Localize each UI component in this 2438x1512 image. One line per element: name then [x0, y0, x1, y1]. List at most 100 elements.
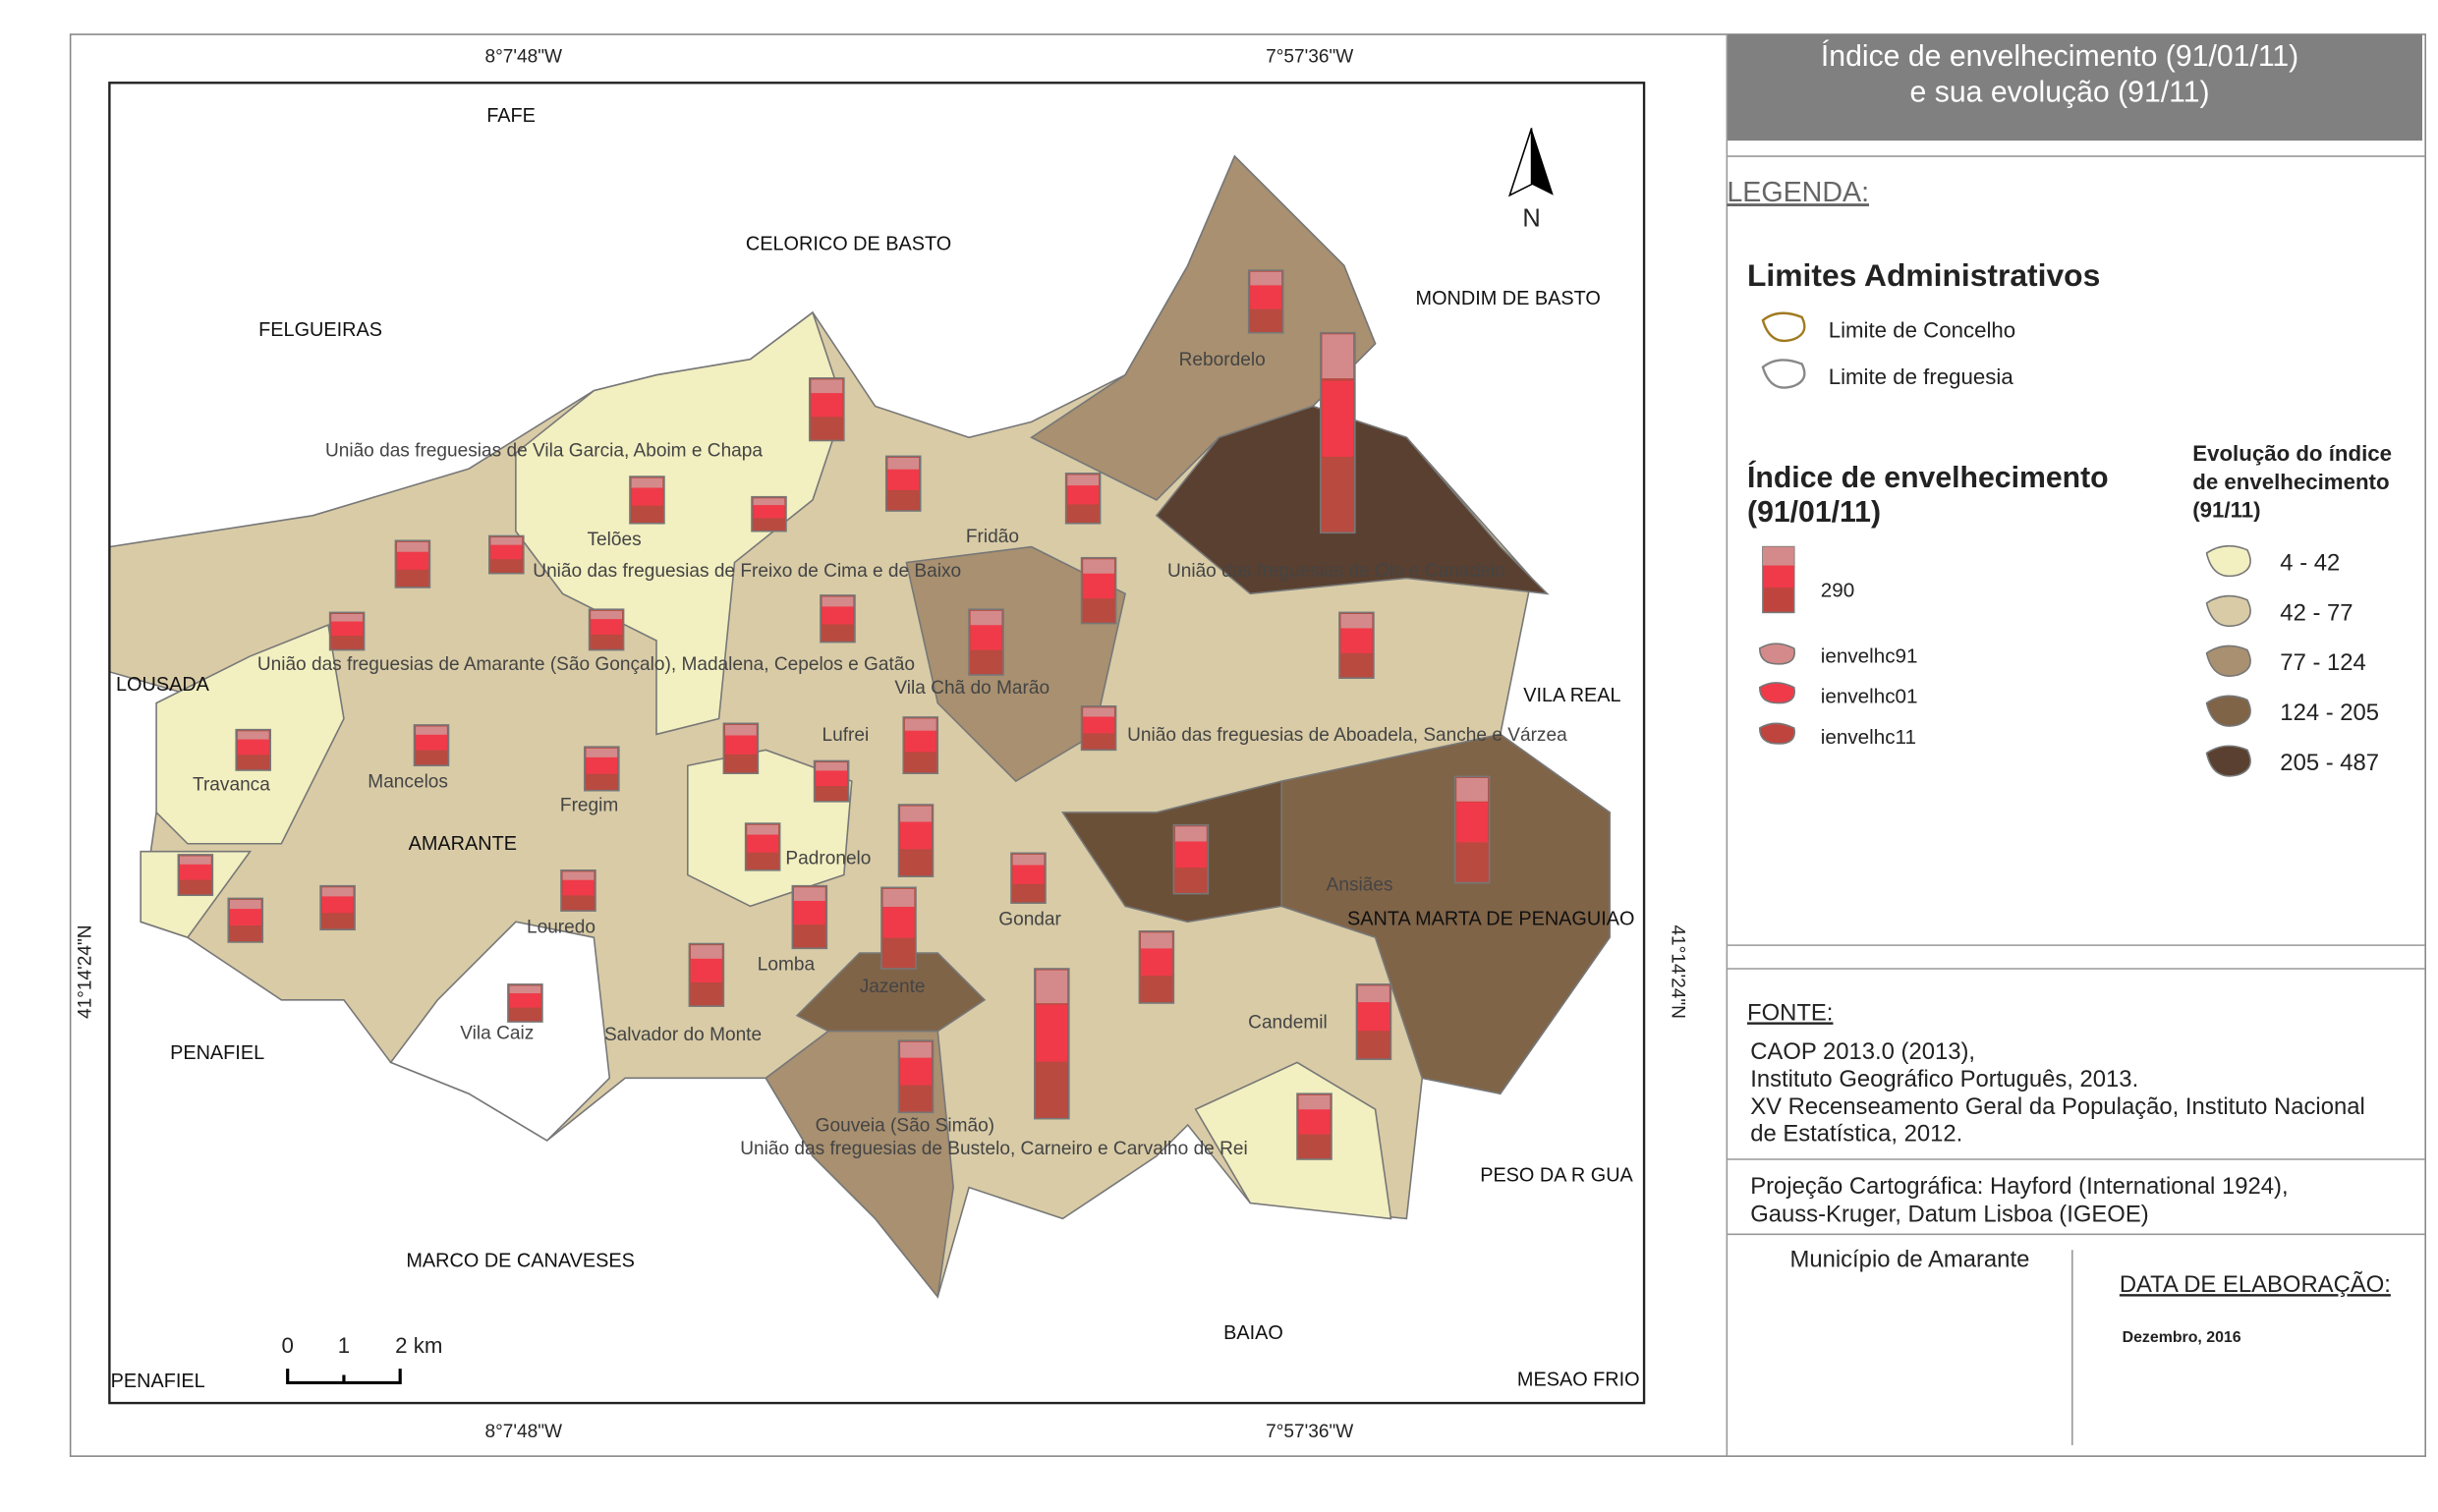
parish-class-1 — [1194, 1061, 1392, 1220]
parish-label: Louredo — [527, 917, 595, 937]
legend-item: 77 - 124 — [2280, 649, 2366, 676]
glyph-part — [1067, 475, 1100, 486]
glyph-part — [1250, 271, 1282, 286]
glyph-part — [747, 824, 779, 836]
glyph-part — [1298, 1109, 1331, 1135]
glyph-part — [1067, 485, 1100, 505]
glyph-part — [793, 900, 825, 925]
glyph-part — [724, 735, 757, 755]
legend-item: ienvelhc11 — [1821, 726, 1916, 749]
parish-label: Vila Caiz — [460, 1024, 534, 1044]
glyph-part — [631, 487, 663, 506]
glyph-part — [321, 896, 354, 914]
glyph-part — [1340, 628, 1373, 653]
legend-item: ienvelhc01 — [1821, 686, 1918, 708]
scale-bar — [286, 1369, 402, 1385]
glyph-part — [900, 1041, 932, 1058]
date-heading: DATA DE ELABORAÇÃO: — [2120, 1271, 2391, 1298]
council-label: LOUSADA — [116, 674, 210, 696]
glyph-part — [1298, 1094, 1331, 1110]
glyph-part — [1083, 707, 1114, 718]
scale-label: 0 — [281, 1333, 293, 1358]
glyph-part — [586, 748, 618, 758]
outside-area — [389, 921, 611, 1142]
glyph-part — [1012, 854, 1045, 867]
glyph-part — [321, 887, 354, 898]
glyph-part — [816, 762, 848, 772]
parish-label: União das freguesias de Aboadela, Sanche… — [1127, 725, 1567, 746]
parish-label: Mancelos — [368, 772, 448, 793]
glyph-part — [1358, 985, 1389, 1003]
title-box — [1727, 33, 2423, 141]
glyph-part — [793, 887, 825, 902]
council-label: FELGUEIRAS — [258, 319, 382, 341]
legend-item: ienvelhc91 — [1821, 644, 1918, 667]
glyph-part — [179, 864, 211, 880]
map-title: Índice de envelhecimento (91/01/11) — [1821, 40, 2298, 73]
council-label: MONDIM DE BASTO — [1416, 288, 1601, 309]
legend-swatch — [2205, 745, 2251, 777]
council-label: CELORICO DE BASTO — [746, 233, 951, 254]
parish-label: Telões — [587, 530, 641, 550]
parish-label: Rebordelo — [1179, 350, 1266, 370]
glyph-part — [416, 726, 447, 736]
legend-swatch — [2205, 644, 2251, 677]
glyph-part — [882, 888, 915, 908]
glyph-part — [747, 834, 779, 853]
legend-title: Limites Administrativos — [1747, 257, 2100, 293]
legend-item: Limite de freguesia — [1829, 364, 2014, 389]
glyph-part — [724, 724, 757, 737]
glyph-part — [1140, 948, 1172, 977]
parish-label: Fregim — [560, 795, 618, 815]
glyph-part — [591, 619, 623, 635]
coord-label: 8°7'48"W — [485, 47, 563, 68]
parish-label: União das freguesias de Bustelo, Carneir… — [740, 1139, 1247, 1159]
glyph-part — [1083, 559, 1114, 575]
glyph-part — [904, 730, 936, 753]
legend-item: 42 - 77 — [2280, 599, 2353, 626]
parish-class-4 — [1060, 780, 1282, 924]
municipality: Município de Amarante — [1789, 1247, 2029, 1273]
projection-line: Gauss-Kruger, Datum Lisboa (IGEOE) — [1750, 1202, 2149, 1228]
glyph-part — [900, 821, 932, 850]
parish-label: Fridão — [966, 527, 1019, 547]
map-title: e sua evolução (91/11) — [1910, 76, 2210, 108]
parish-label: União das freguesias de Olo e Canadelo — [1167, 561, 1505, 582]
parish-label: Lomba — [758, 955, 816, 976]
glyph-part — [1358, 1002, 1389, 1032]
parish-label: Salvador do Monte — [604, 1025, 762, 1045]
legend-title: (91/01/11) — [1747, 496, 1881, 529]
glyph-part — [1036, 970, 1068, 1004]
projection-line: Projeção Cartográfica: Hayford (Internat… — [1750, 1173, 2288, 1200]
council-label: MESAO FRIO — [1517, 1370, 1640, 1391]
glyph-part — [229, 900, 261, 910]
parish-label: União das freguesias de Vila Garcia, Abo… — [325, 440, 763, 461]
glyph-part — [900, 806, 932, 822]
glyph-part — [1174, 841, 1207, 868]
glyph-part — [1140, 932, 1172, 949]
glyph-part — [397, 541, 428, 553]
coord-label: 7°57'36"W — [1266, 47, 1353, 68]
glyph-part — [1036, 1004, 1068, 1062]
legend-title: (91/11) — [2192, 497, 2260, 522]
glyph-part — [1322, 334, 1354, 379]
glyph-part — [397, 551, 428, 570]
glyph-part — [179, 856, 211, 866]
council-label: BAIAO — [1223, 1322, 1283, 1344]
council-label: MARCO DE CANAVESES — [406, 1251, 634, 1272]
legend-size-label: 290 — [1821, 579, 1854, 601]
glyph-part — [753, 505, 785, 519]
council-label: PENAFIEL — [170, 1042, 264, 1064]
glyph-part — [562, 871, 595, 881]
parish-label: União das freguesias de Freixo de Cima e… — [533, 561, 961, 582]
legend-item: 205 - 487 — [2280, 750, 2379, 776]
parish-label: Ansiães — [1327, 874, 1393, 895]
council-label: SANTA MARTA DE PENAGUIAO — [1347, 908, 1634, 929]
glyph-part — [887, 457, 920, 471]
glyph-part — [509, 993, 541, 1008]
glyph-part — [1012, 865, 1045, 884]
source-heading: FONTE: — [1747, 999, 1833, 1026]
glyph-part — [811, 379, 843, 394]
council-label: VILA REAL — [1523, 685, 1620, 706]
